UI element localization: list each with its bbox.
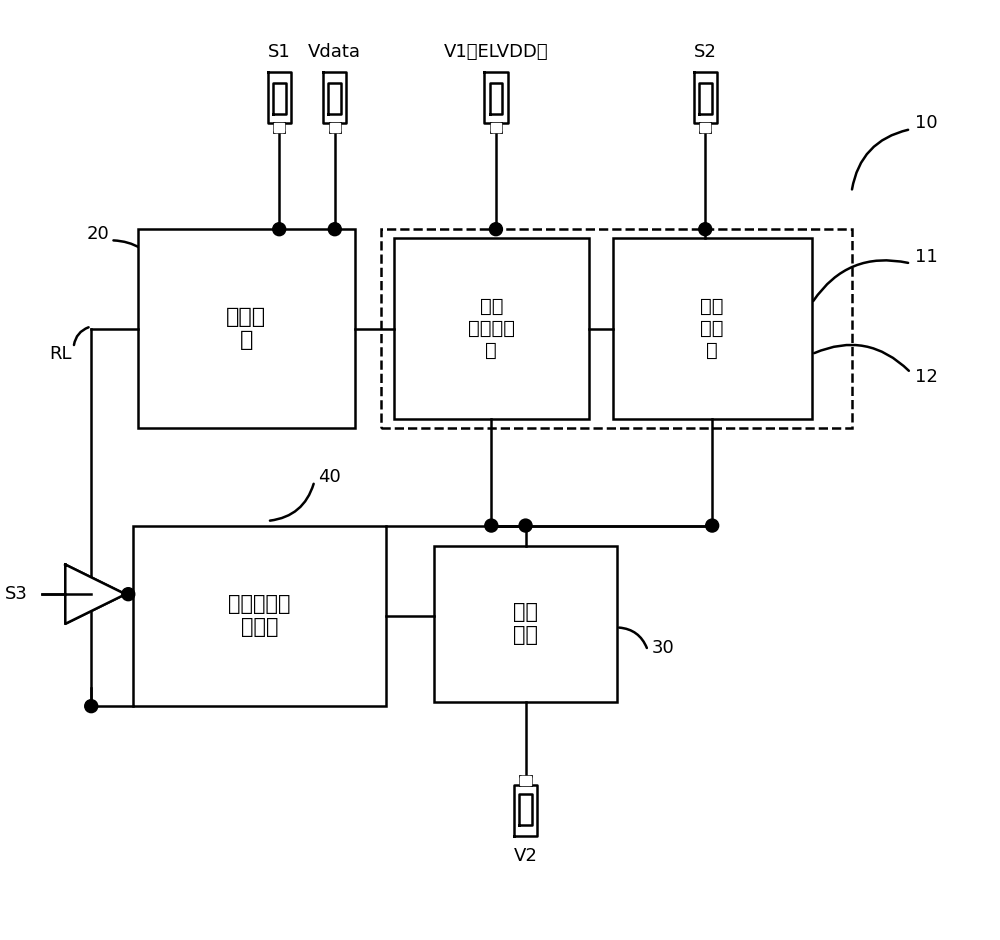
- Polygon shape: [490, 83, 502, 114]
- FancyArrowPatch shape: [74, 327, 89, 345]
- FancyBboxPatch shape: [133, 525, 386, 706]
- Polygon shape: [273, 83, 286, 114]
- Text: 30: 30: [652, 639, 674, 657]
- FancyBboxPatch shape: [138, 229, 355, 429]
- Text: V1（ELVDD）: V1（ELVDD）: [444, 42, 548, 61]
- Text: RL: RL: [49, 345, 72, 363]
- Polygon shape: [65, 565, 125, 624]
- Circle shape: [85, 699, 98, 713]
- Polygon shape: [700, 123, 710, 132]
- Text: 20: 20: [86, 225, 109, 243]
- FancyArrowPatch shape: [270, 484, 314, 521]
- Text: 12: 12: [915, 368, 938, 386]
- Polygon shape: [274, 123, 284, 132]
- Circle shape: [122, 588, 135, 601]
- Text: 40: 40: [318, 468, 341, 486]
- Circle shape: [706, 519, 719, 532]
- FancyArrowPatch shape: [813, 260, 908, 301]
- FancyArrowPatch shape: [852, 130, 908, 190]
- Text: 指纹信息输
出模块: 指纹信息输 出模块: [228, 594, 291, 637]
- Text: S1: S1: [268, 42, 291, 61]
- FancyBboxPatch shape: [434, 546, 617, 701]
- Circle shape: [273, 223, 286, 236]
- Circle shape: [699, 223, 712, 236]
- Text: 发光
器件: 发光 器件: [513, 603, 538, 646]
- Text: V2: V2: [514, 847, 538, 865]
- FancyArrowPatch shape: [619, 628, 647, 648]
- Text: 写入模
块: 写入模 块: [226, 307, 266, 351]
- Text: 采集
子模
块: 采集 子模 块: [700, 297, 724, 360]
- Polygon shape: [328, 83, 341, 114]
- Circle shape: [328, 223, 341, 236]
- Text: 10: 10: [915, 114, 938, 132]
- Text: S3: S3: [5, 586, 28, 603]
- FancyBboxPatch shape: [613, 239, 812, 419]
- FancyArrowPatch shape: [814, 345, 909, 370]
- FancyBboxPatch shape: [394, 239, 589, 419]
- Text: 显示
驱动子模
块: 显示 驱动子模 块: [468, 297, 515, 360]
- FancyArrowPatch shape: [113, 241, 159, 269]
- Polygon shape: [491, 123, 501, 132]
- Polygon shape: [330, 123, 340, 132]
- Circle shape: [485, 519, 498, 532]
- Text: 11: 11: [915, 248, 938, 266]
- Circle shape: [489, 223, 502, 236]
- Circle shape: [519, 519, 532, 532]
- Text: S2: S2: [694, 42, 717, 61]
- Polygon shape: [519, 794, 532, 824]
- Text: Vdata: Vdata: [308, 42, 361, 61]
- Polygon shape: [699, 83, 712, 114]
- Polygon shape: [520, 776, 531, 785]
